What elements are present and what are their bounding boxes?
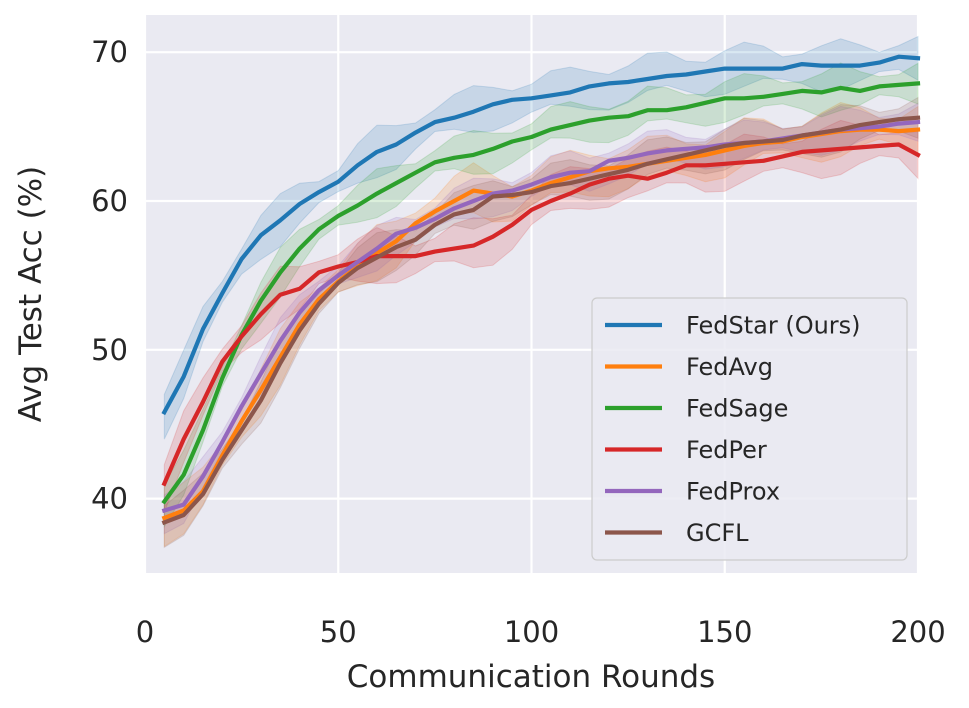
band-fedsage	[163, 62, 919, 529]
y-tick-label: 40	[91, 482, 128, 516]
line-fedper	[161, 142, 921, 487]
series-lines	[161, 54, 921, 526]
legend-label-fedper: FedPer	[686, 436, 767, 464]
legend-label-gcfl: GCFL	[686, 519, 749, 547]
legend-label-fedsage: FedSage	[686, 395, 788, 423]
x-tick-label: 100	[504, 615, 559, 649]
x-tick-label: 50	[320, 615, 357, 649]
y-tick-label: 60	[91, 184, 128, 218]
x-axis-label: Communication Rounds	[347, 659, 715, 695]
x-tick-label: 150	[697, 615, 752, 649]
y-tick-label: 50	[91, 333, 128, 367]
line-fedstar-ours	[161, 54, 921, 416]
legend: FedStar (Ours) FedAvg FedSage FedPer FedProx…	[591, 297, 908, 561]
legend-label-fedprox: FedProx	[686, 478, 780, 506]
x-tick-labels: 0 50 100 150 200	[136, 615, 946, 649]
y-tick-labels: 40 50 60 70	[91, 35, 128, 515]
y-axis-label: Avg Test Acc (%)	[13, 166, 49, 422]
x-tick-label: 0	[136, 615, 154, 649]
band-fedstar-ours	[163, 35, 919, 440]
legend-label-fedavg: FedAvg	[686, 353, 773, 381]
band-fedper	[163, 119, 919, 513]
x-tick-label: 200	[890, 615, 945, 649]
legend-box	[591, 297, 908, 561]
line-gcfl	[161, 115, 921, 526]
y-tick-label: 70	[91, 35, 128, 69]
line-fedsage	[161, 81, 921, 505]
legend-label-fedstar-ours: FedStar (Ours)	[686, 312, 861, 340]
